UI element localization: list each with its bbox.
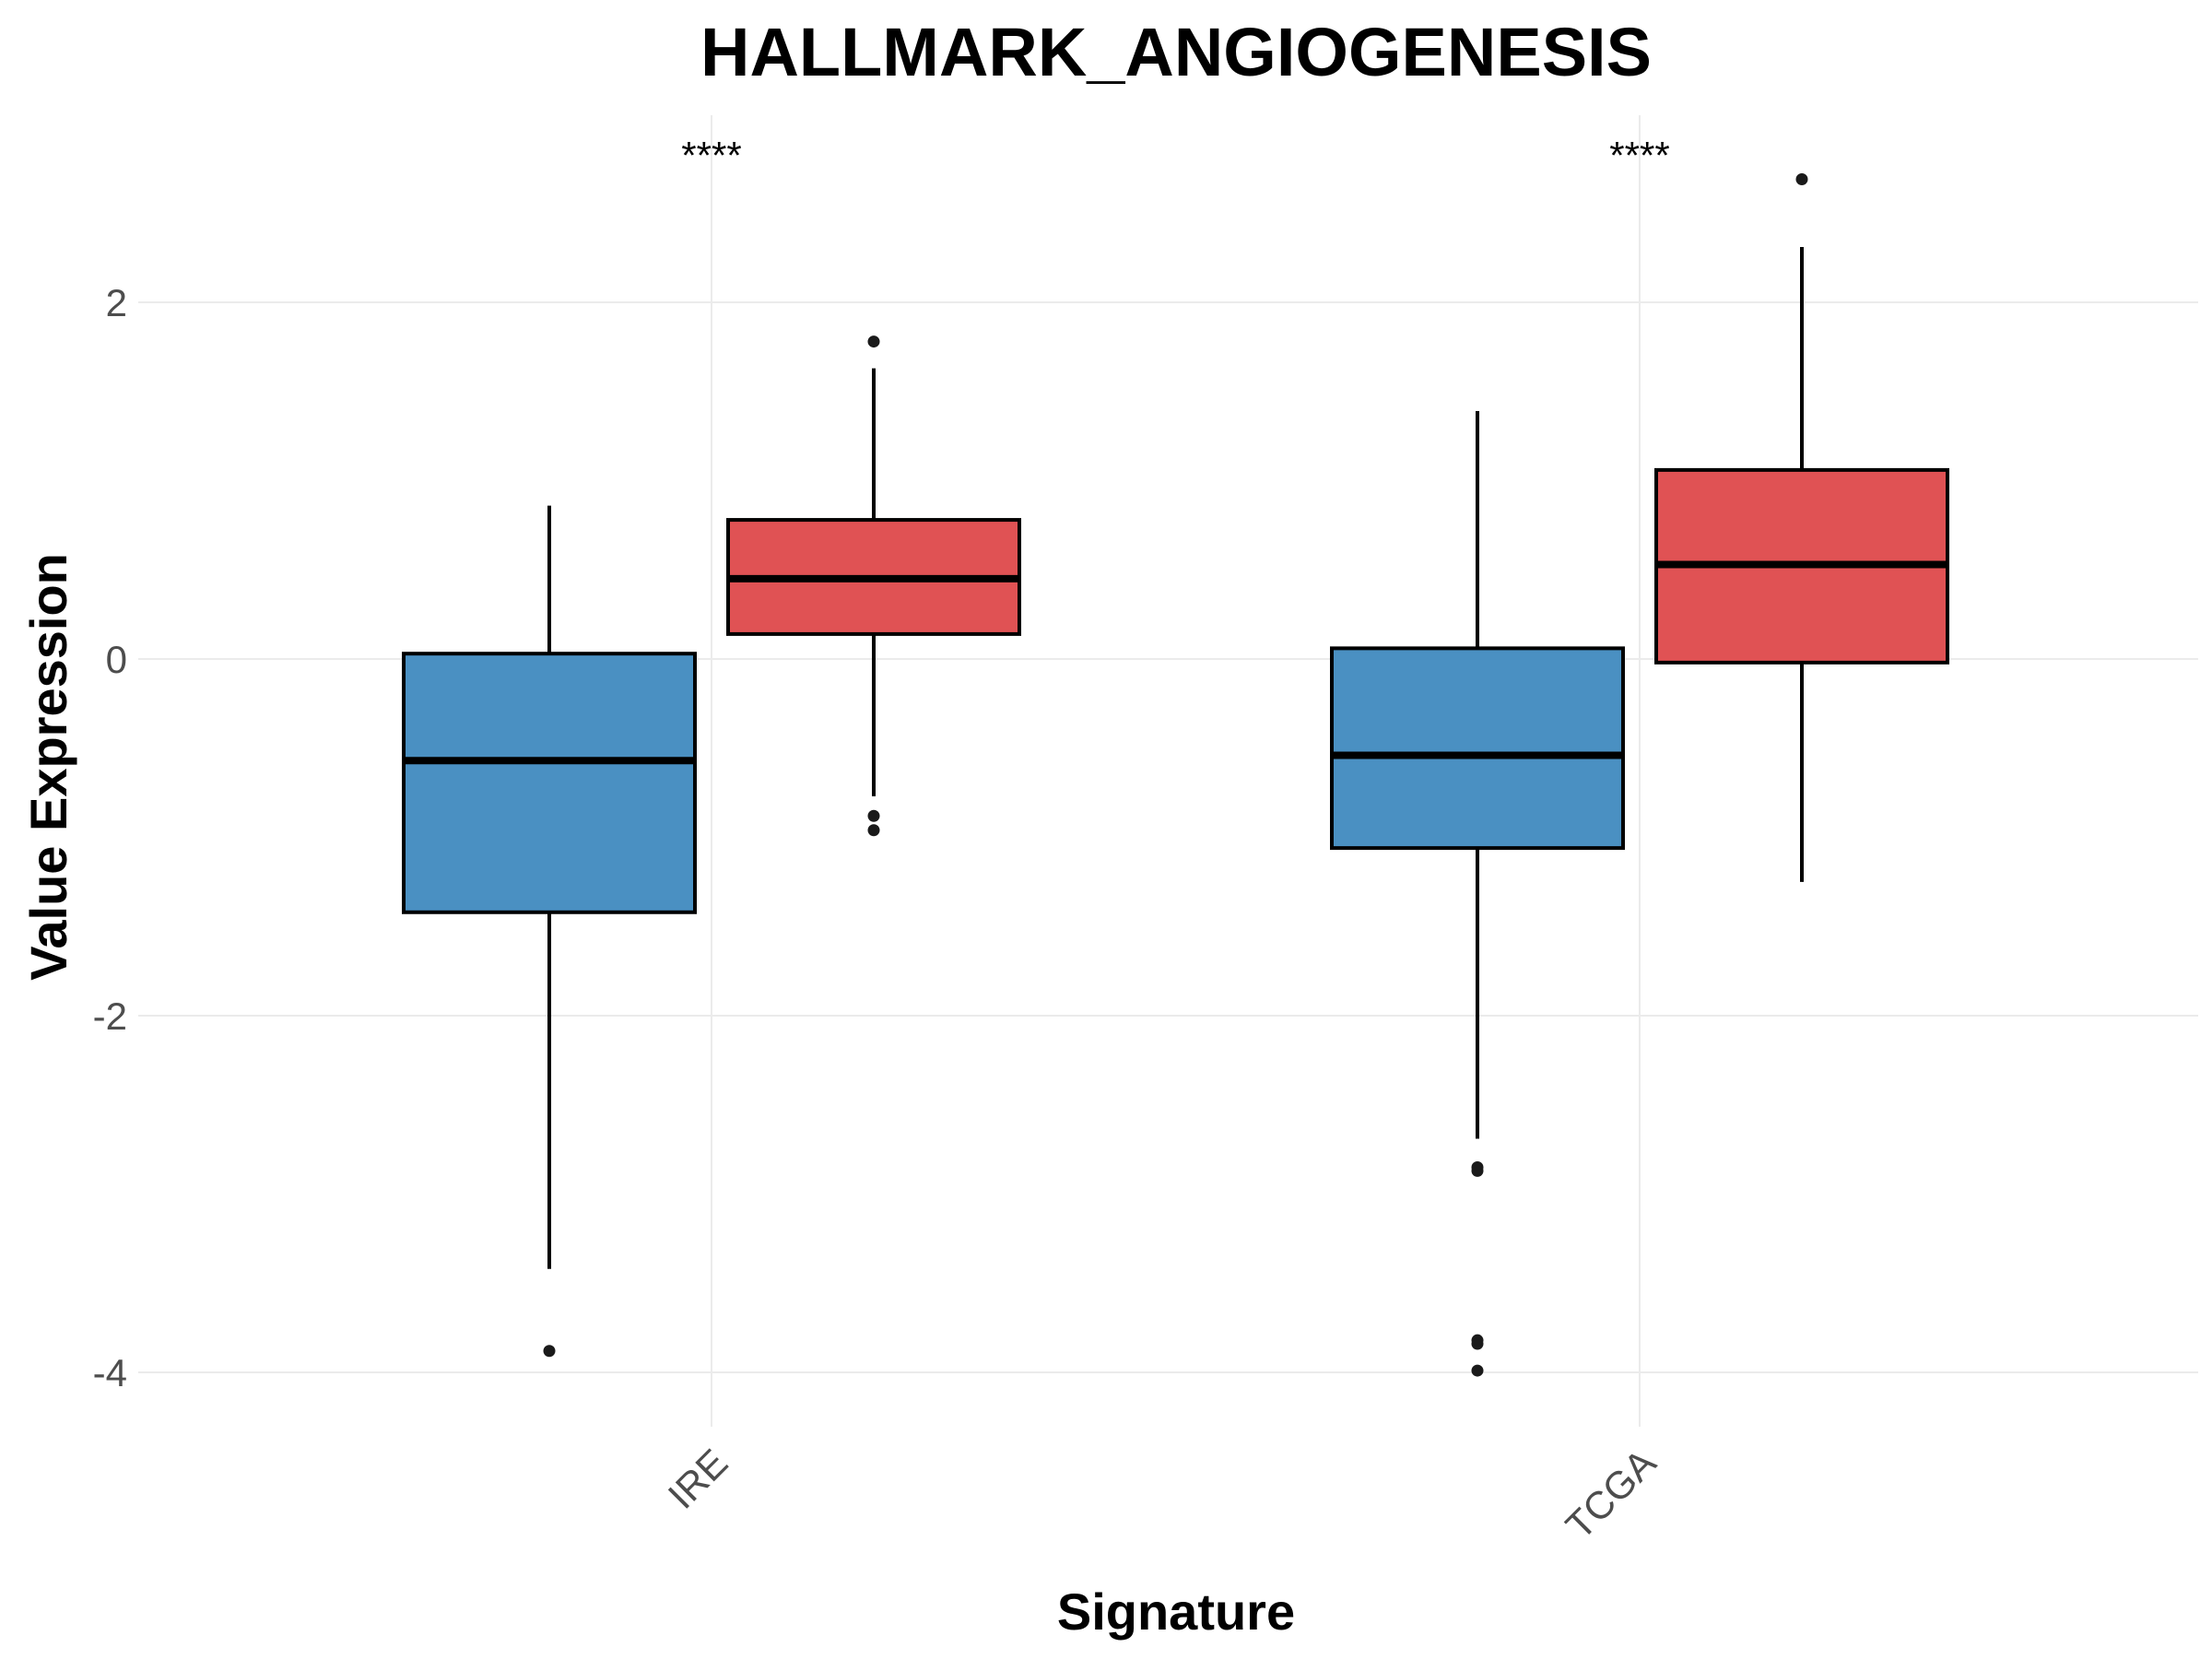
- outlier-point: [1471, 1337, 1484, 1350]
- x-tick-label: IRE: [660, 1441, 736, 1517]
- box-group: [1330, 411, 1625, 1377]
- box-body: [402, 652, 697, 914]
- marks-layer: [402, 172, 1949, 1377]
- x-axis-title: Signature: [1057, 1583, 1295, 1641]
- outlier-point: [1471, 1364, 1484, 1377]
- significance-label: ****: [681, 134, 741, 177]
- outlier-point: [867, 809, 880, 822]
- box-body: [1330, 646, 1625, 851]
- y-tick-label: -2: [93, 994, 127, 1038]
- x-tick-label: TCGA: [1558, 1441, 1665, 1547]
- outlier-point: [543, 1345, 556, 1358]
- outlier-point: [1795, 172, 1808, 185]
- outlier-point: [1471, 1164, 1484, 1177]
- box-group: [1654, 172, 1949, 882]
- outlier-point: [867, 335, 880, 348]
- outlier-point: [867, 824, 880, 837]
- y-tick-label: 0: [106, 638, 127, 681]
- y-tick-label: -4: [93, 1351, 127, 1394]
- box-group: [726, 335, 1021, 837]
- chart-title: HALLMARK_ANGIOGENESIS: [700, 14, 1652, 90]
- box-group: [402, 505, 697, 1358]
- y-axis-title: Value Expression: [19, 553, 77, 981]
- y-tick-label: 2: [106, 281, 127, 324]
- significance-label: ****: [1609, 134, 1669, 177]
